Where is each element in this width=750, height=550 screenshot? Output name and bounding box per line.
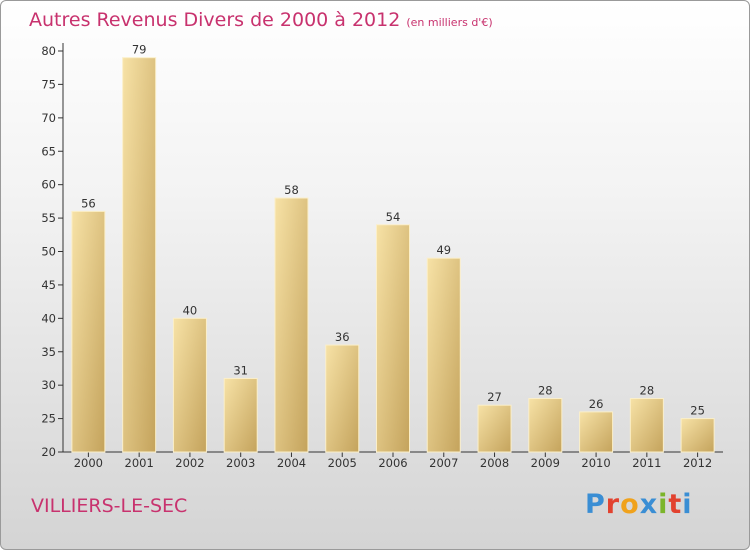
- y-tick-label: 20: [41, 445, 56, 459]
- x-tick: 2012: [683, 452, 712, 470]
- x-tick-label: 2004: [277, 456, 306, 470]
- data-label-2003: 31: [233, 363, 248, 377]
- x-tick: 2007: [429, 452, 458, 470]
- data-label-2011: 28: [640, 384, 655, 398]
- y-tick: 20: [41, 445, 63, 459]
- x-tick: 2006: [378, 452, 408, 470]
- data-label-2010: 26: [589, 397, 604, 411]
- x-tick-label: 2003: [226, 456, 255, 470]
- x-tick-label: 2010: [581, 456, 610, 470]
- y-tick: 75: [41, 77, 63, 91]
- y-tick: 40: [41, 311, 63, 325]
- x-tick: 2004: [277, 452, 306, 470]
- logo-letter: x: [639, 489, 659, 520]
- bar-2006: [376, 224, 410, 453]
- data-label-2001: 79: [132, 43, 147, 57]
- place-name: VILLIERS-LE-SEC: [31, 495, 188, 517]
- data-label-2008: 27: [487, 390, 502, 404]
- y-tick-label: 50: [41, 245, 56, 259]
- title-main: Autres Revenus Divers de 2000 à 2012: [29, 9, 401, 31]
- x-tick: 2009: [531, 452, 560, 470]
- y-tick: 35: [41, 345, 63, 359]
- data-label-2000: 56: [81, 196, 96, 210]
- x-tick-label: 2000: [74, 456, 103, 470]
- y-tick: 55: [41, 211, 63, 225]
- y-tick-label: 40: [41, 311, 56, 325]
- y-tick-label: 75: [41, 77, 56, 91]
- logo-letter: i: [658, 489, 669, 520]
- logo-letter: P: [585, 489, 606, 520]
- x-tick-label: 2006: [378, 456, 407, 470]
- logo-letter: t: [668, 489, 683, 520]
- title-unit: (en milliers d'€): [406, 16, 493, 29]
- x-tick-label: 2002: [175, 456, 204, 470]
- y-tick: 50: [41, 245, 63, 259]
- y-tick-label: 60: [41, 178, 56, 192]
- data-label-2007: 49: [436, 243, 451, 257]
- y-tick-label: 45: [41, 278, 56, 292]
- y-tick: 70: [41, 111, 63, 125]
- x-tick: 2002: [175, 452, 205, 470]
- data-label-2004: 58: [284, 183, 299, 197]
- x-tick: 2010: [581, 452, 611, 470]
- x-tick: 2000: [74, 452, 103, 470]
- x-tick: 2003: [226, 452, 255, 470]
- data-label-2005: 36: [335, 330, 350, 344]
- x-tick-label: 2008: [480, 456, 509, 470]
- y-tick-label: 70: [41, 111, 56, 125]
- bar-2005: [325, 344, 360, 453]
- x-tick-label: 2011: [632, 456, 661, 470]
- y-tick-label: 65: [41, 144, 56, 158]
- y-tick-label: 25: [41, 412, 56, 426]
- y-tick: 45: [41, 278, 63, 292]
- chart-title: Autres Revenus Divers de 2000 à 2012 (en …: [29, 9, 493, 31]
- logo-letter: r: [605, 489, 621, 520]
- bar-2001: [122, 57, 157, 453]
- logo-letter: i: [682, 489, 693, 520]
- y-tick: 25: [41, 412, 63, 426]
- bar-2003: [223, 377, 258, 453]
- bar-2010: [579, 411, 614, 453]
- y-tick-label: 35: [41, 345, 56, 359]
- bar-2012: [680, 418, 715, 453]
- x-tick-label: 2012: [683, 456, 712, 470]
- y-tick-label: 30: [41, 378, 56, 392]
- x-tick-label: 2001: [125, 456, 154, 470]
- y-tick-label: 80: [41, 44, 56, 58]
- data-label-2002: 40: [183, 303, 198, 317]
- data-label-2009: 28: [538, 384, 553, 398]
- x-tick: 2001: [125, 452, 154, 470]
- bar-2002: [172, 317, 207, 453]
- x-tick-label: 2005: [328, 456, 357, 470]
- data-label-2006: 54: [386, 210, 401, 224]
- y-tick: 65: [41, 144, 63, 158]
- data-label-2012: 25: [690, 404, 705, 418]
- x-tick: 2011: [632, 452, 661, 470]
- bar-2004: [274, 197, 309, 453]
- x-tick: 2005: [328, 452, 357, 470]
- y-tick: 30: [41, 378, 63, 392]
- bar-2000: [71, 210, 106, 453]
- x-tick-label: 2009: [531, 456, 560, 470]
- y-tick: 80: [41, 44, 63, 58]
- logo-letter: o: [620, 489, 640, 520]
- y-tick-label: 55: [41, 211, 56, 225]
- x-tick: 2008: [480, 452, 509, 470]
- y-tick: 60: [41, 178, 63, 192]
- proxiti-logo: Proxiti: [585, 489, 693, 520]
- bar-2008: [477, 404, 512, 453]
- x-tick-label: 2007: [429, 456, 458, 470]
- bar-2007: [426, 257, 461, 453]
- bar-2009: [528, 398, 563, 453]
- bar-2011: [629, 398, 664, 453]
